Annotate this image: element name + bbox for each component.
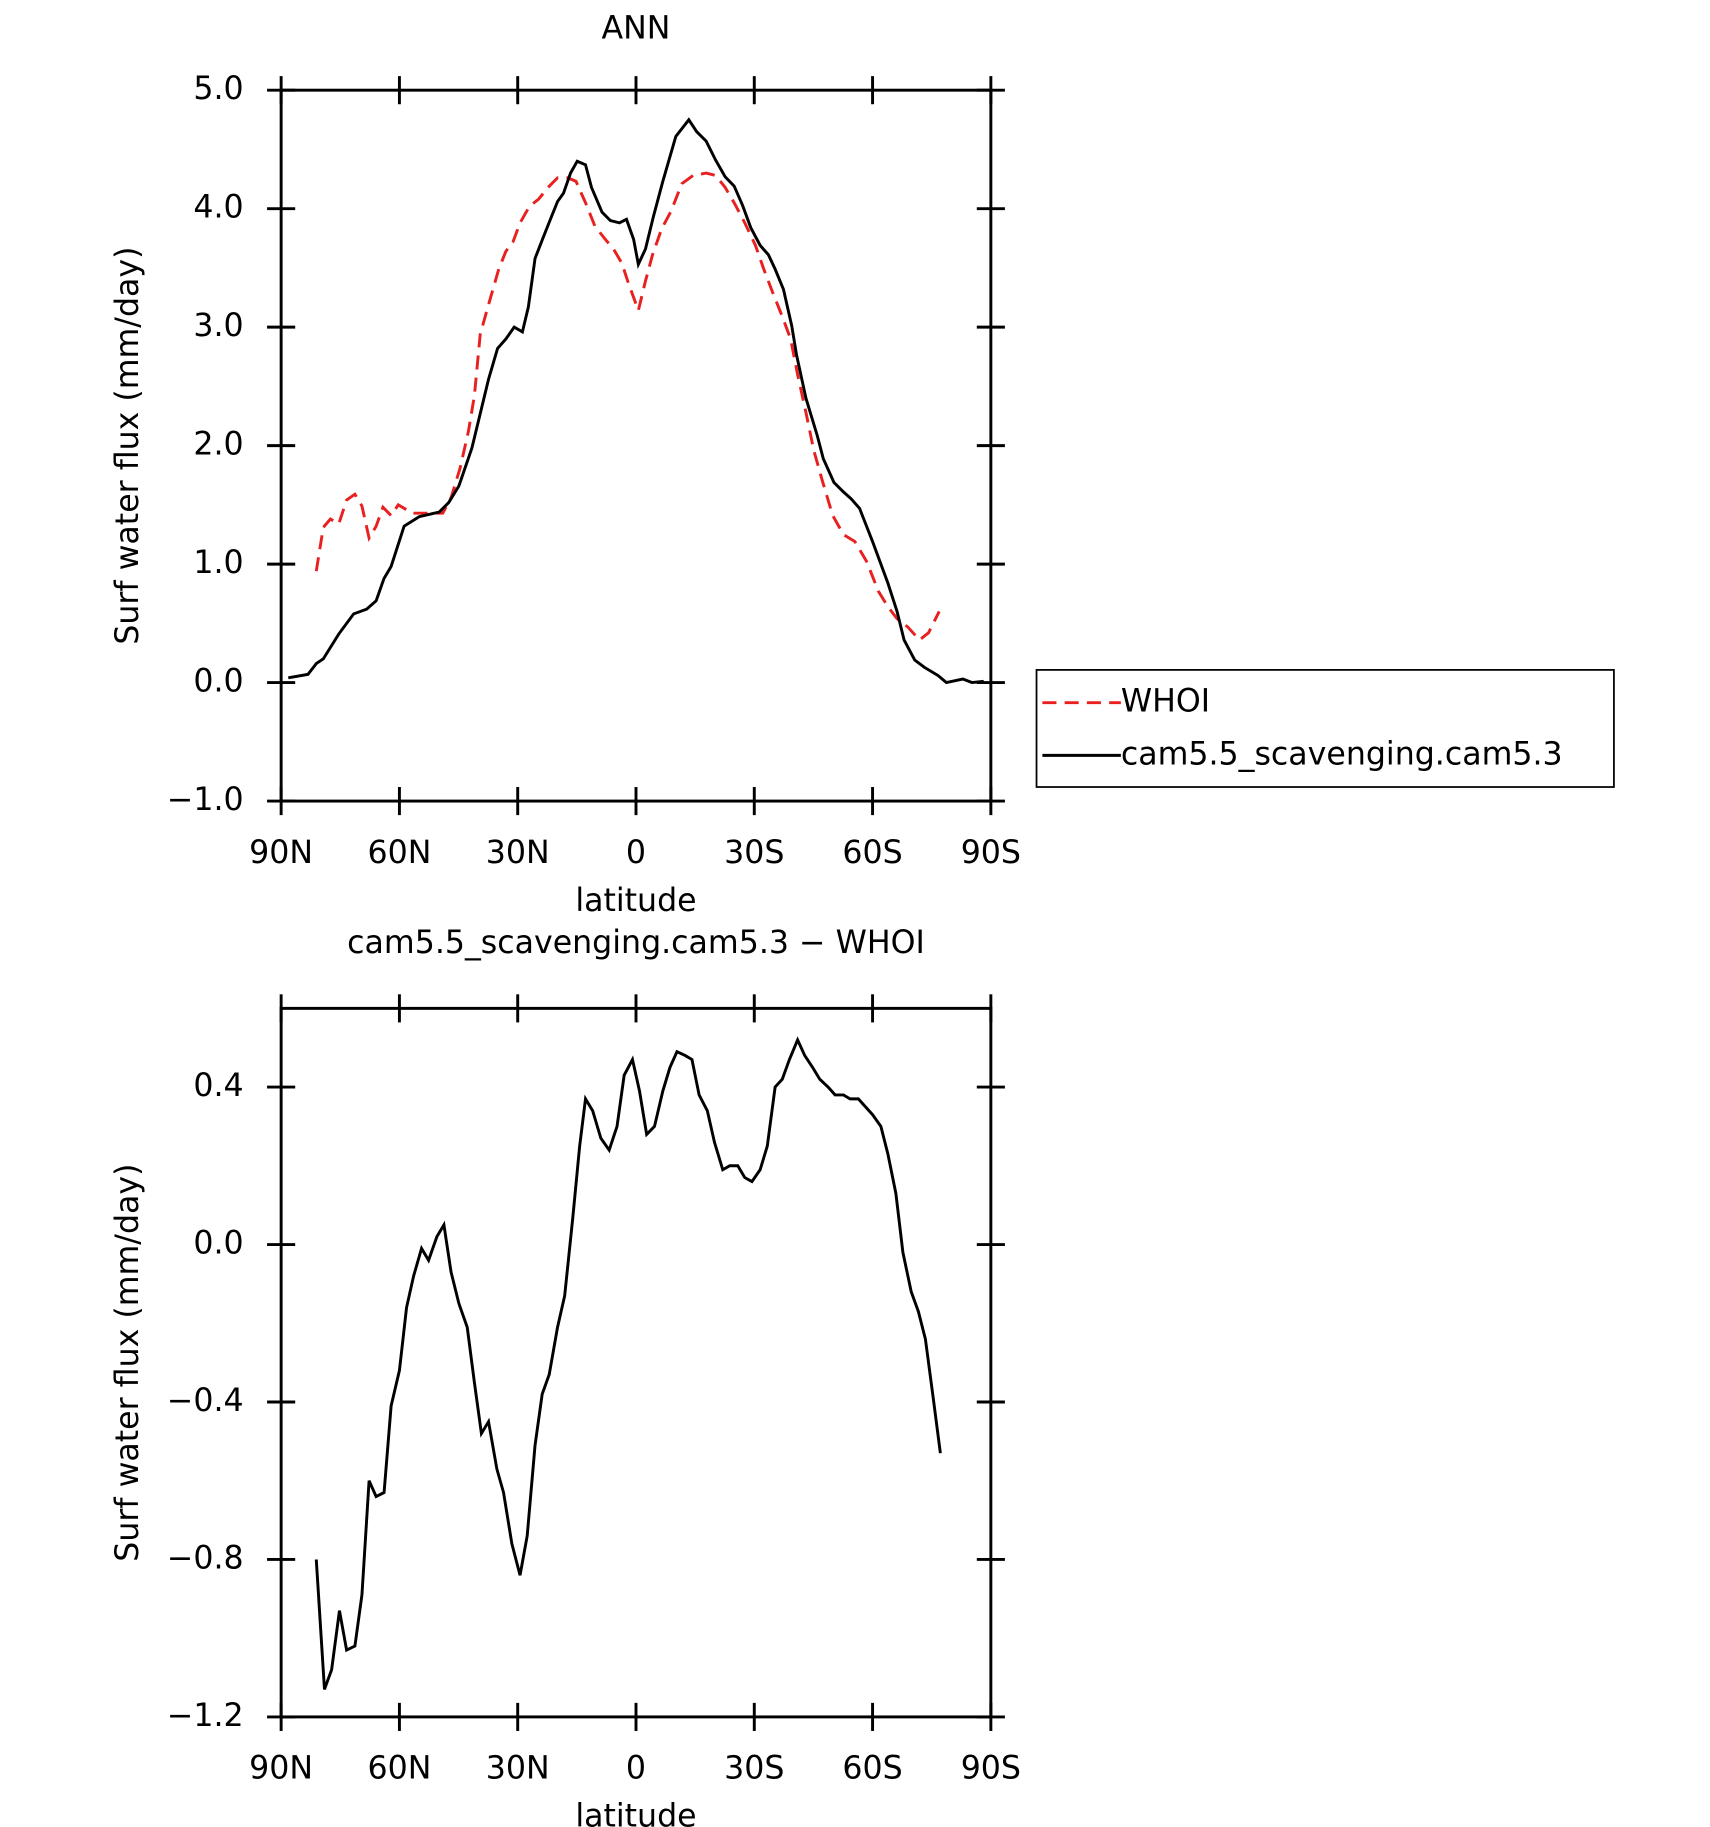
x-tick-label: 30N	[486, 1751, 550, 1787]
y-tick-label: 5.0	[193, 71, 243, 107]
x-tick-label: 60S	[842, 835, 902, 871]
y-tick-label: −0.8	[167, 1540, 244, 1576]
y-tick-label: 3.0	[193, 308, 243, 344]
legend-box	[1035, 669, 1615, 788]
x-tick-label: 30N	[486, 835, 550, 871]
x-tick-label: 30S	[724, 835, 784, 871]
data-line	[314, 171, 941, 642]
x-tick-label: 60N	[367, 1751, 431, 1787]
x-axis-label: latitude	[575, 883, 696, 919]
y-tick-label: 0.4	[193, 1068, 243, 1104]
x-tick-label: 30S	[724, 1751, 784, 1787]
x-tick-label: 90S	[961, 835, 1021, 871]
y-tick-label: −1.0	[167, 782, 244, 818]
chart-title: ANN	[602, 10, 671, 46]
x-tick-label: 60S	[842, 1751, 902, 1787]
y-tick-label: 1.0	[193, 545, 243, 581]
y-tick-label: −0.4	[167, 1383, 244, 1419]
data-line	[314, 1036, 942, 1690]
x-tick-label: 90S	[961, 1751, 1021, 1787]
y-tick-label: 0.0	[193, 1226, 243, 1262]
data-line	[288, 117, 984, 685]
chart-title: cam5.5_scavenging.cam5.3 − WHOI	[347, 925, 925, 961]
y-tick-label: 2.0	[193, 427, 243, 463]
x-tick-label: 0	[626, 1751, 646, 1787]
x-tick-label: 60N	[367, 835, 431, 871]
x-axis-label: latitude	[575, 1799, 696, 1827]
y-tick-label: −1.2	[167, 1698, 244, 1734]
y-tick-label: 4.0	[193, 190, 243, 226]
y-tick-label: 0.0	[193, 664, 243, 700]
y-axis-label: Surf water flux (mm/day)	[110, 247, 146, 645]
y-axis-label: Surf water flux (mm/day)	[110, 1164, 146, 1562]
x-tick-label: 90N	[249, 835, 313, 871]
plot-frame	[279, 88, 993, 803]
legend-label: WHOI	[1121, 684, 1210, 720]
x-tick-label: 0	[626, 835, 646, 871]
legend-label: cam5.5_scavenging.cam5.3	[1121, 736, 1563, 772]
plot-frame	[279, 1006, 993, 1719]
x-tick-label: 90N	[249, 1751, 313, 1787]
